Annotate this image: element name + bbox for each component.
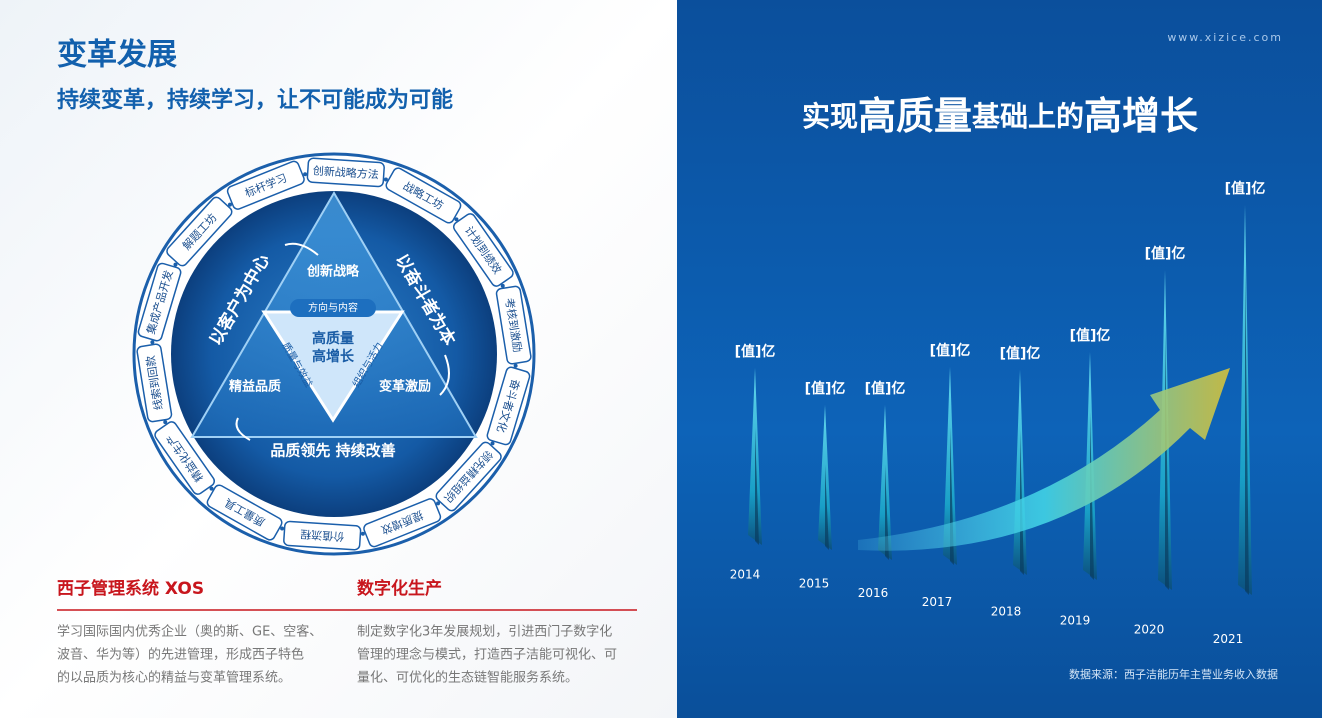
inner-top: 方向与内容 — [308, 301, 358, 314]
section-text: 量化、可优化的生态链智能服务系统。 — [357, 670, 578, 686]
ring-pill — [166, 196, 233, 267]
ring-dot — [163, 420, 168, 425]
ring-dot — [150, 340, 155, 345]
ring-dot — [436, 501, 441, 506]
year-label: 2016 — [858, 586, 889, 600]
ring-pill — [306, 157, 385, 188]
ring-label: 创新战略方法 — [312, 163, 379, 181]
section-text: 制定数字化3年发展规划，引进西门子数字化 — [357, 624, 612, 640]
ring-item: 创新战略方法 — [306, 157, 385, 188]
triangle-edge — [190, 191, 478, 438]
ring-dot — [280, 526, 285, 531]
title-part: 高质量 — [858, 94, 972, 138]
year-label: 2014 — [730, 568, 761, 582]
ring-dot — [209, 486, 214, 491]
triangle-left: 精益品质 — [229, 379, 281, 395]
section-text: 管理的理念与模式，打造西子洁能可视化、可 — [357, 647, 617, 663]
value-label: [值]亿 — [1070, 327, 1111, 344]
spike-shadow — [755, 428, 759, 545]
ring-item: 提质增效 — [363, 498, 442, 548]
right-background — [677, 0, 1322, 718]
ring-pill — [452, 213, 514, 287]
ring-dot — [500, 283, 505, 288]
ring-pill — [385, 167, 462, 224]
title: 变革发展 — [57, 38, 177, 73]
value-label: [值]亿 — [930, 342, 971, 359]
growth-arrow — [858, 368, 1230, 551]
value-label: [值]亿 — [1145, 245, 1186, 262]
ring-pill — [154, 421, 216, 495]
year-label: 2018 — [991, 604, 1022, 618]
inner-center: 高质量 — [312, 330, 354, 347]
section-heading: 西子管理系统 XOS — [57, 578, 204, 599]
ring-items: 标杆学习 创新战略方法战略工坊计划到绩效考核到激励奋斗者文化领先精益组织提质增效价… — [136, 157, 532, 551]
ring-dot — [360, 531, 365, 536]
source: 数据来源：西子洁能历年主营业务收入数据 — [1069, 667, 1278, 681]
spike-shadow — [1245, 265, 1249, 595]
ring-item: 线索到回款 — [136, 343, 173, 423]
year-label: 2017 — [922, 595, 953, 609]
ring-dot — [303, 172, 308, 177]
inner-pill — [290, 299, 376, 317]
value-label: [值]亿 — [735, 343, 776, 360]
right-title: 实现高质量基础上的高增长 — [802, 94, 1198, 138]
cycle-arrow — [439, 354, 450, 396]
triangle-right: 变革激励 — [379, 379, 431, 395]
ring-dot — [173, 262, 178, 267]
ring-dot — [513, 363, 518, 368]
year-label: 2019 — [1060, 614, 1091, 628]
year-label: 2021 — [1213, 632, 1244, 646]
triangle-top: 创新战略 — [306, 264, 360, 280]
cycle-arrow — [235, 417, 251, 441]
ring-pill — [363, 498, 442, 548]
value-label: [值]亿 — [865, 380, 906, 397]
triangle-bottom: 品质领先 持续改善 — [270, 442, 395, 460]
ring-item: 价值流程 — [283, 520, 362, 551]
spike-shadow — [825, 465, 829, 550]
title-part: 基础上的 — [972, 100, 1084, 133]
ring-pill — [486, 366, 531, 446]
year-label: 2020 — [1134, 623, 1165, 637]
ring-pill — [226, 160, 305, 210]
cycle-arrow — [284, 242, 319, 256]
subtitle: 持续变革，持续学习，让不可能成为可能 — [57, 87, 453, 113]
value-label: [值]亿 — [1000, 345, 1041, 362]
section-text: 的以品质为核心的精益与变革管理系统。 — [57, 670, 291, 686]
section-heading: 数字化生产 — [357, 578, 442, 599]
ring-dot — [454, 217, 459, 222]
title-part: 高增长 — [1084, 94, 1198, 138]
section-text: 学习国际国内优秀企业（奥的斯、GE、空客、 — [57, 624, 322, 640]
ring-pill — [206, 484, 283, 541]
ring-item: 考核到激励 — [495, 285, 532, 365]
website: www.xizice.com — [1167, 31, 1283, 44]
ring-dot — [490, 441, 495, 446]
ring-pill — [136, 343, 173, 423]
section-text: 波音、华为等）的先进管理，形成西子特色 — [57, 647, 304, 663]
inner-center: 高增长 — [312, 348, 355, 365]
ring-pill — [137, 262, 182, 342]
value-label: [值]亿 — [1225, 180, 1266, 197]
year-label: 2015 — [799, 577, 830, 591]
ring-label: 价值流程 — [300, 527, 345, 544]
ring-dot — [383, 177, 388, 182]
ring-dot — [227, 202, 232, 207]
ring-pill — [495, 285, 532, 365]
title-part: 实现 — [802, 100, 858, 133]
ring-pill — [435, 441, 502, 512]
value-label: [值]亿 — [805, 380, 846, 397]
ring-pill — [283, 520, 362, 551]
